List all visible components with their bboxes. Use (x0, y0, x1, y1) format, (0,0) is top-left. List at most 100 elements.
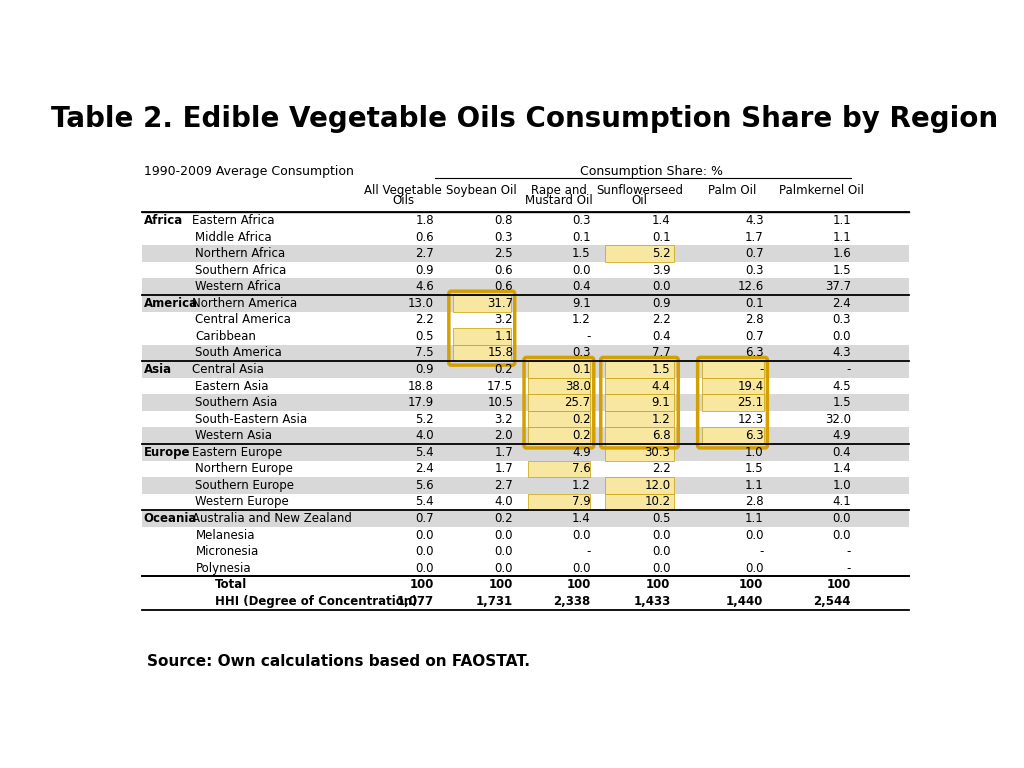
Text: -: - (847, 561, 851, 574)
Text: 5.6: 5.6 (416, 479, 434, 492)
Text: 9.1: 9.1 (651, 396, 671, 409)
Text: Soybean Oil: Soybean Oil (446, 184, 517, 197)
Text: 100: 100 (488, 578, 513, 591)
Text: 0.0: 0.0 (416, 545, 434, 558)
Text: 2.5: 2.5 (495, 247, 513, 260)
Bar (604, 395, 675, 411)
Text: 4.3: 4.3 (833, 346, 851, 359)
Text: 0.0: 0.0 (572, 561, 591, 574)
Text: 0.0: 0.0 (652, 280, 671, 293)
Text: 0.4: 0.4 (572, 280, 591, 293)
Text: 2.2: 2.2 (416, 313, 434, 326)
Bar (528, 461, 590, 477)
Text: 18.8: 18.8 (409, 379, 434, 392)
Text: Palm Oil: Palm Oil (709, 184, 757, 197)
Text: 0.1: 0.1 (572, 230, 591, 243)
Bar (142, 345, 909, 361)
Text: Southern Europe: Southern Europe (196, 479, 295, 492)
Text: 1.1: 1.1 (495, 330, 513, 343)
Bar (142, 246, 909, 262)
Text: 0.0: 0.0 (745, 528, 764, 541)
Text: -: - (759, 545, 764, 558)
Text: 7.5: 7.5 (416, 346, 434, 359)
Text: Southern Asia: Southern Asia (196, 396, 278, 409)
Text: 1.5: 1.5 (572, 247, 591, 260)
Text: 15.8: 15.8 (487, 346, 513, 359)
Text: Oils: Oils (392, 194, 414, 207)
Bar (604, 378, 675, 395)
Text: Melanesia: Melanesia (196, 528, 255, 541)
Text: Table 2. Edible Vegetable Oils Consumption Share by Region: Table 2. Edible Vegetable Oils Consumpti… (51, 105, 998, 133)
Text: 0.0: 0.0 (833, 528, 851, 541)
Text: 1.2: 1.2 (572, 313, 591, 326)
Text: 0.0: 0.0 (495, 528, 513, 541)
Text: 1.0: 1.0 (833, 479, 851, 492)
Text: Western Africa: Western Africa (196, 280, 282, 293)
Bar (604, 411, 675, 428)
Text: 0.0: 0.0 (495, 561, 513, 574)
Text: 2.4: 2.4 (416, 462, 434, 475)
Text: 0.2: 0.2 (495, 363, 513, 376)
Text: 1.4: 1.4 (572, 512, 591, 525)
Text: 13.0: 13.0 (409, 297, 434, 310)
Text: Total: Total (215, 578, 247, 591)
Text: 2,338: 2,338 (553, 595, 591, 607)
Text: 6.3: 6.3 (744, 429, 764, 442)
Text: Northern Europe: Northern Europe (196, 462, 293, 475)
Text: 1.5: 1.5 (652, 363, 671, 376)
Text: HHI (Degree of Concentration): HHI (Degree of Concentration) (215, 595, 418, 607)
Text: 4.4: 4.4 (651, 379, 671, 392)
Text: 17.5: 17.5 (487, 379, 513, 392)
Text: 0.9: 0.9 (416, 263, 434, 276)
Text: 10.2: 10.2 (644, 495, 671, 508)
Text: 5.4: 5.4 (416, 495, 434, 508)
Text: 1.0: 1.0 (744, 446, 764, 458)
Text: 0.0: 0.0 (652, 528, 671, 541)
Text: 4.6: 4.6 (416, 280, 434, 293)
Text: Micronesia: Micronesia (196, 545, 259, 558)
Text: Sunflowerseed: Sunflowerseed (596, 184, 683, 197)
Text: 4.9: 4.9 (572, 446, 591, 458)
Text: Consumption Share: %: Consumption Share: % (580, 165, 723, 178)
Text: Europe: Europe (143, 446, 190, 458)
Text: 0.0: 0.0 (416, 528, 434, 541)
Text: 0.4: 0.4 (652, 330, 671, 343)
Text: 1990-2009 Average Consumption: 1990-2009 Average Consumption (143, 165, 353, 178)
Text: Eastern Africa: Eastern Africa (191, 214, 274, 227)
Text: 0.0: 0.0 (833, 330, 851, 343)
Text: Caribbean: Caribbean (196, 330, 256, 343)
Text: -: - (847, 545, 851, 558)
Text: All Vegetable: All Vegetable (365, 184, 442, 197)
Text: 0.4: 0.4 (833, 446, 851, 458)
Text: 1.4: 1.4 (833, 462, 851, 475)
Text: 2.8: 2.8 (744, 313, 764, 326)
Text: 30.3: 30.3 (645, 446, 671, 458)
Text: 0.3: 0.3 (572, 346, 591, 359)
Text: 0.9: 0.9 (652, 297, 671, 310)
Text: 6.3: 6.3 (744, 346, 764, 359)
Bar (453, 295, 511, 312)
Text: 0.8: 0.8 (495, 214, 513, 227)
Text: 0.0: 0.0 (572, 263, 591, 276)
Bar (604, 444, 675, 461)
Text: 0.6: 0.6 (416, 230, 434, 243)
Text: -: - (587, 545, 591, 558)
Text: America: America (143, 297, 198, 310)
Text: -: - (847, 363, 851, 376)
Text: 0.5: 0.5 (652, 512, 671, 525)
Text: 1.1: 1.1 (833, 214, 851, 227)
Text: 0.3: 0.3 (572, 214, 591, 227)
Text: 1,440: 1,440 (726, 595, 764, 607)
Text: Middle Africa: Middle Africa (196, 230, 272, 243)
Text: 25.7: 25.7 (564, 396, 591, 409)
Text: 0.3: 0.3 (745, 263, 764, 276)
Text: 100: 100 (826, 578, 851, 591)
Text: 0.0: 0.0 (495, 545, 513, 558)
Text: 1.1: 1.1 (744, 479, 764, 492)
Text: 3.2: 3.2 (495, 412, 513, 425)
Bar (142, 444, 909, 461)
Text: 100: 100 (566, 578, 591, 591)
Text: Rape and: Rape and (531, 184, 587, 197)
Text: 1.1: 1.1 (744, 512, 764, 525)
Text: 0.5: 0.5 (416, 330, 434, 343)
